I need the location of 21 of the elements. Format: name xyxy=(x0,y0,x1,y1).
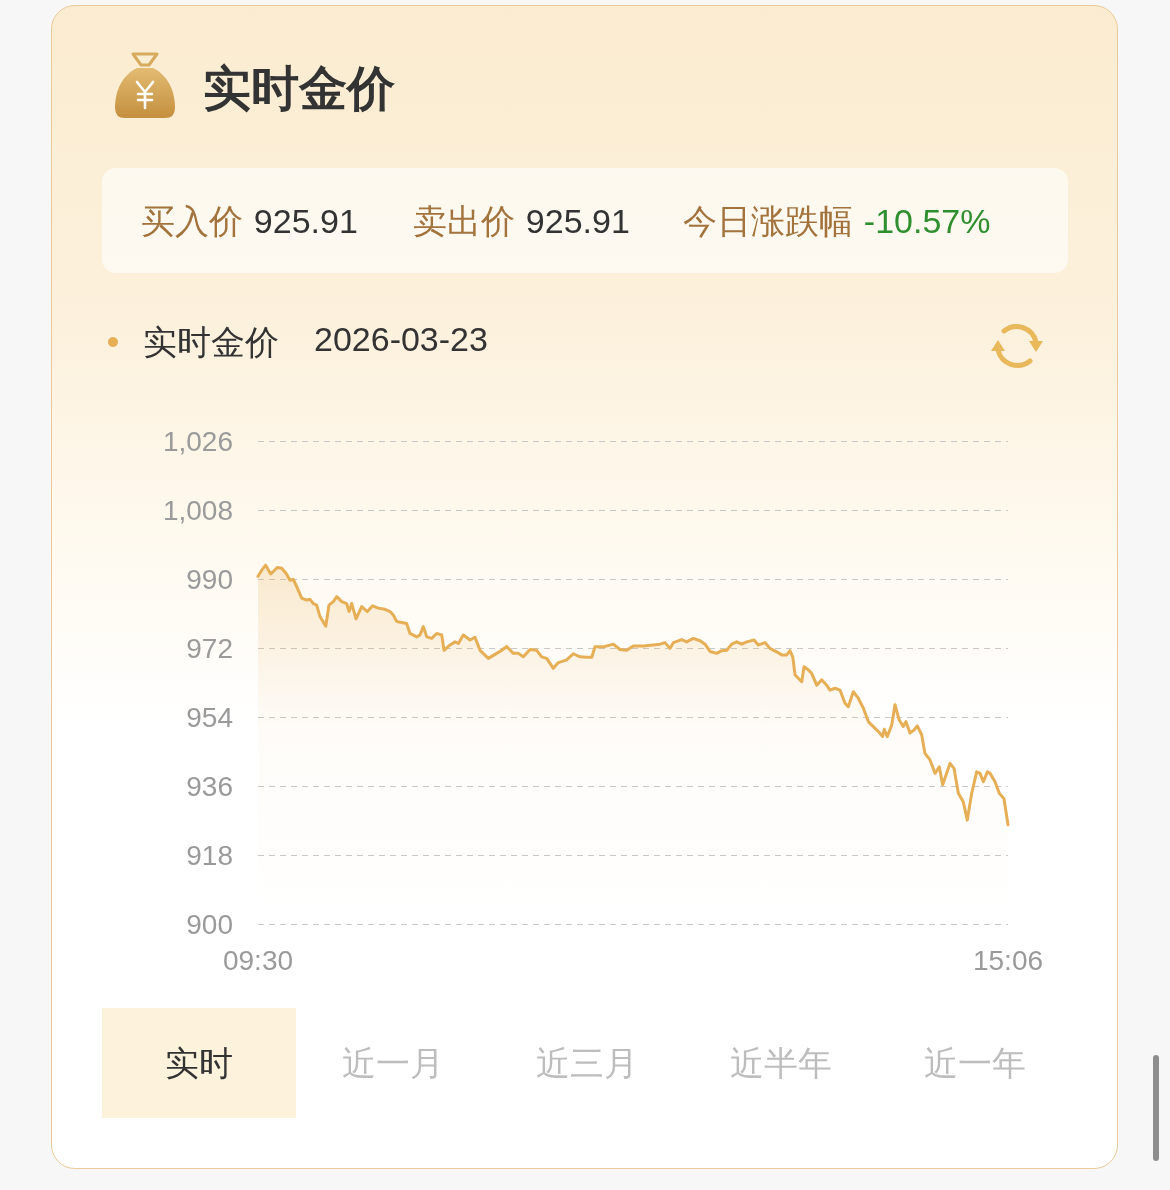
text: 今日涨跌幅 -10.57% xyxy=(683,201,991,241)
y-tick-label: 1,008 xyxy=(162,494,233,526)
y-tick-label: 954 xyxy=(186,701,233,733)
text: 近一年 xyxy=(924,1042,1026,1084)
x-tick-label: 09:30 xyxy=(222,944,294,976)
y-tick-label: 990 xyxy=(186,563,233,595)
y-tick-label: 900 xyxy=(186,908,233,940)
y-tick-label: 972 xyxy=(186,632,233,664)
text: 买入价 925.91 xyxy=(141,201,358,241)
selected-tab: 实时 xyxy=(102,1008,296,1118)
y-tick-label: 936 xyxy=(186,770,233,802)
legend-label: 实时金价 xyxy=(143,322,279,362)
text: 卖出价 925.91 xyxy=(413,201,630,241)
text: 近三月 xyxy=(536,1042,638,1084)
text: 近一月 xyxy=(342,1042,444,1084)
chart-title: 实时金价 xyxy=(203,60,395,116)
chart-subtitle: 2026-03-23 xyxy=(314,319,488,360)
x-tick-label: 15:06 xyxy=(972,944,1044,976)
y-tick-label: 918 xyxy=(186,839,233,871)
y-tick-label: 1,026 xyxy=(162,425,233,457)
text: 近半年 xyxy=(730,1042,832,1084)
